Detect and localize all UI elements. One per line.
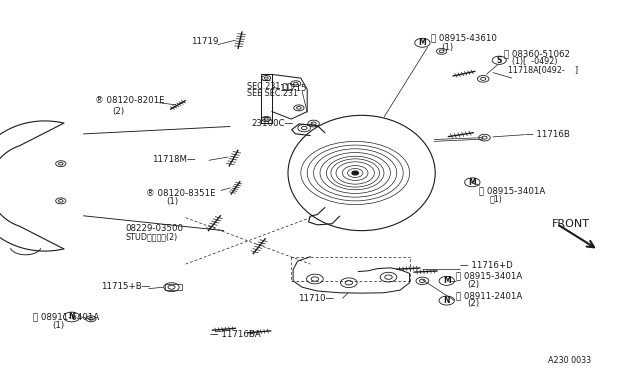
Text: — 11716+D: — 11716+D [460, 262, 512, 270]
Text: 11718M—: 11718M— [152, 155, 196, 164]
Text: SEE SEC.231: SEE SEC.231 [247, 89, 298, 98]
Text: 11710—: 11710— [298, 294, 333, 303]
Text: (1): (1) [166, 197, 179, 206]
Text: 11715: 11715 [279, 84, 307, 93]
Text: (1)[  -0492): (1)[ -0492) [512, 57, 557, 66]
Text: STUDスタッド(2): STUDスタッド(2) [125, 233, 178, 242]
Text: N: N [68, 312, 75, 321]
Text: — 11716BA: — 11716BA [210, 330, 260, 339]
Text: Ⓝ 08911-6401A: Ⓝ 08911-6401A [33, 312, 100, 321]
Text: (1): (1) [52, 321, 65, 330]
Text: — 11716B: — 11716B [525, 130, 570, 139]
Text: Ⓢ 08360-51062: Ⓢ 08360-51062 [504, 49, 570, 58]
Text: ® 08120-8201E: ® 08120-8201E [95, 96, 164, 105]
Text: 11719: 11719 [191, 37, 218, 46]
Text: N: N [444, 296, 450, 305]
Circle shape [352, 171, 358, 175]
Text: M: M [468, 178, 476, 187]
Text: 、1): 、1) [490, 194, 502, 203]
Text: M: M [443, 276, 451, 285]
Text: (2): (2) [467, 280, 479, 289]
Text: A230 0033: A230 0033 [548, 356, 591, 365]
Text: (2): (2) [112, 107, 124, 116]
Text: 11718A[0492-    ]: 11718A[0492- ] [508, 65, 578, 74]
Text: Ⓝ 08911-2401A: Ⓝ 08911-2401A [456, 291, 522, 300]
Text: 11715+B—: 11715+B— [101, 282, 150, 291]
Text: Ⓞ 08915-3401A: Ⓞ 08915-3401A [456, 272, 522, 280]
Text: SEC.231 参照: SEC.231 参照 [247, 82, 292, 91]
Text: ® 08120-8351E: ® 08120-8351E [146, 189, 216, 198]
Text: (2): (2) [467, 299, 479, 308]
Text: (1): (1) [442, 43, 454, 52]
Text: 23100C—: 23100C— [251, 119, 293, 128]
Text: Ⓞ 08915-3401A: Ⓞ 08915-3401A [479, 186, 545, 195]
Text: M: M [419, 38, 426, 47]
Text: FRONT: FRONT [552, 219, 589, 229]
Text: 08229-03500: 08229-03500 [125, 224, 184, 233]
Text: S: S [497, 56, 502, 65]
Text: Ⓞ 08915-43610: Ⓞ 08915-43610 [431, 33, 497, 42]
